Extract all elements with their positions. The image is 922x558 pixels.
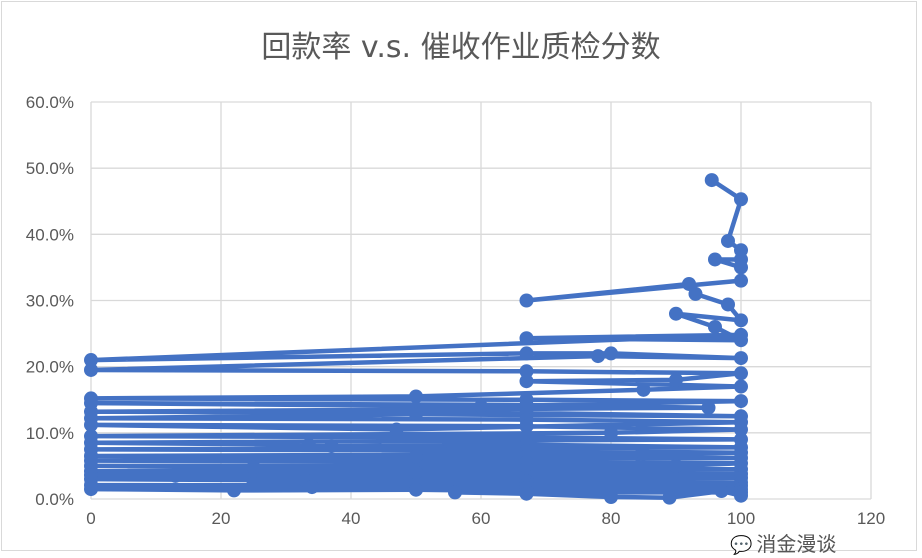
x-tick-label: 60	[472, 509, 491, 528]
data-point	[519, 346, 534, 361]
data-point	[734, 351, 748, 366]
data-point	[708, 252, 722, 267]
data-point	[84, 417, 98, 432]
data-point	[636, 447, 651, 462]
data-point	[734, 273, 748, 288]
data-point	[168, 468, 183, 483]
data-point	[519, 331, 534, 346]
data-point	[734, 394, 748, 409]
data-point	[708, 319, 722, 334]
chart-title: 回款率 v.s. 催收作业质检分数	[261, 30, 661, 65]
data-point	[734, 379, 748, 394]
data-point	[301, 437, 316, 452]
data-point	[409, 482, 423, 497]
data-point	[519, 364, 534, 379]
data-point	[84, 362, 98, 377]
data-point	[519, 374, 534, 389]
data-point	[704, 173, 719, 188]
data-point	[669, 306, 683, 321]
data-point	[734, 260, 748, 275]
data-point	[409, 407, 423, 422]
data-point	[734, 422, 748, 437]
data-point	[305, 480, 319, 495]
data-point	[84, 353, 98, 368]
data-point	[519, 419, 534, 434]
data-point	[734, 313, 748, 328]
data-point	[246, 476, 261, 491]
x-tick-label: 0	[86, 509, 95, 528]
x-tick-label: 20	[212, 509, 231, 528]
data-point	[604, 490, 618, 505]
y-tick-label: 40.0%	[26, 225, 74, 244]
data-point	[604, 346, 618, 361]
data-point	[519, 486, 534, 501]
x-tick-label: 100	[727, 509, 755, 528]
x-tick-label: 80	[602, 509, 621, 528]
watermark: 💬 消金漫谈	[730, 532, 836, 558]
data-point	[714, 484, 729, 499]
watermark-text: 消金漫谈	[756, 532, 837, 556]
data-point	[701, 400, 716, 415]
data-point	[734, 488, 748, 503]
wechat-icon: 💬	[730, 535, 753, 556]
data-point	[448, 485, 462, 500]
data-point	[441, 433, 456, 448]
x-tick-label: 120	[857, 509, 885, 528]
data-point	[669, 458, 683, 473]
data-point	[636, 382, 651, 397]
data-point	[84, 482, 98, 497]
data-point	[409, 449, 423, 464]
data-point	[734, 366, 748, 381]
x-tick-label: 40	[342, 509, 361, 528]
data-point	[682, 276, 696, 291]
data-point	[669, 372, 683, 387]
data-point	[227, 483, 241, 498]
y-tick-label: 50.0%	[26, 159, 74, 178]
data-point	[591, 349, 605, 364]
data-point	[734, 192, 748, 207]
data-point	[604, 425, 618, 440]
chart-border	[1, 1, 917, 551]
data-point	[519, 293, 534, 308]
y-tick-label: 30.0%	[26, 292, 74, 311]
data-point	[688, 286, 703, 301]
y-tick-label: 60.0%	[26, 93, 74, 112]
y-tick-label: 10.0%	[26, 424, 74, 443]
y-tick-label: 0.0%	[35, 490, 74, 509]
data-point	[474, 399, 488, 414]
data-point	[324, 439, 339, 454]
data-point	[389, 422, 404, 437]
data-point	[662, 490, 677, 505]
y-tick-label: 20.0%	[26, 358, 74, 377]
data-point	[246, 460, 261, 475]
data-point	[409, 389, 423, 404]
data-point	[721, 233, 735, 248]
data-point	[409, 465, 423, 480]
data-point	[734, 327, 748, 342]
data-point	[721, 297, 735, 312]
